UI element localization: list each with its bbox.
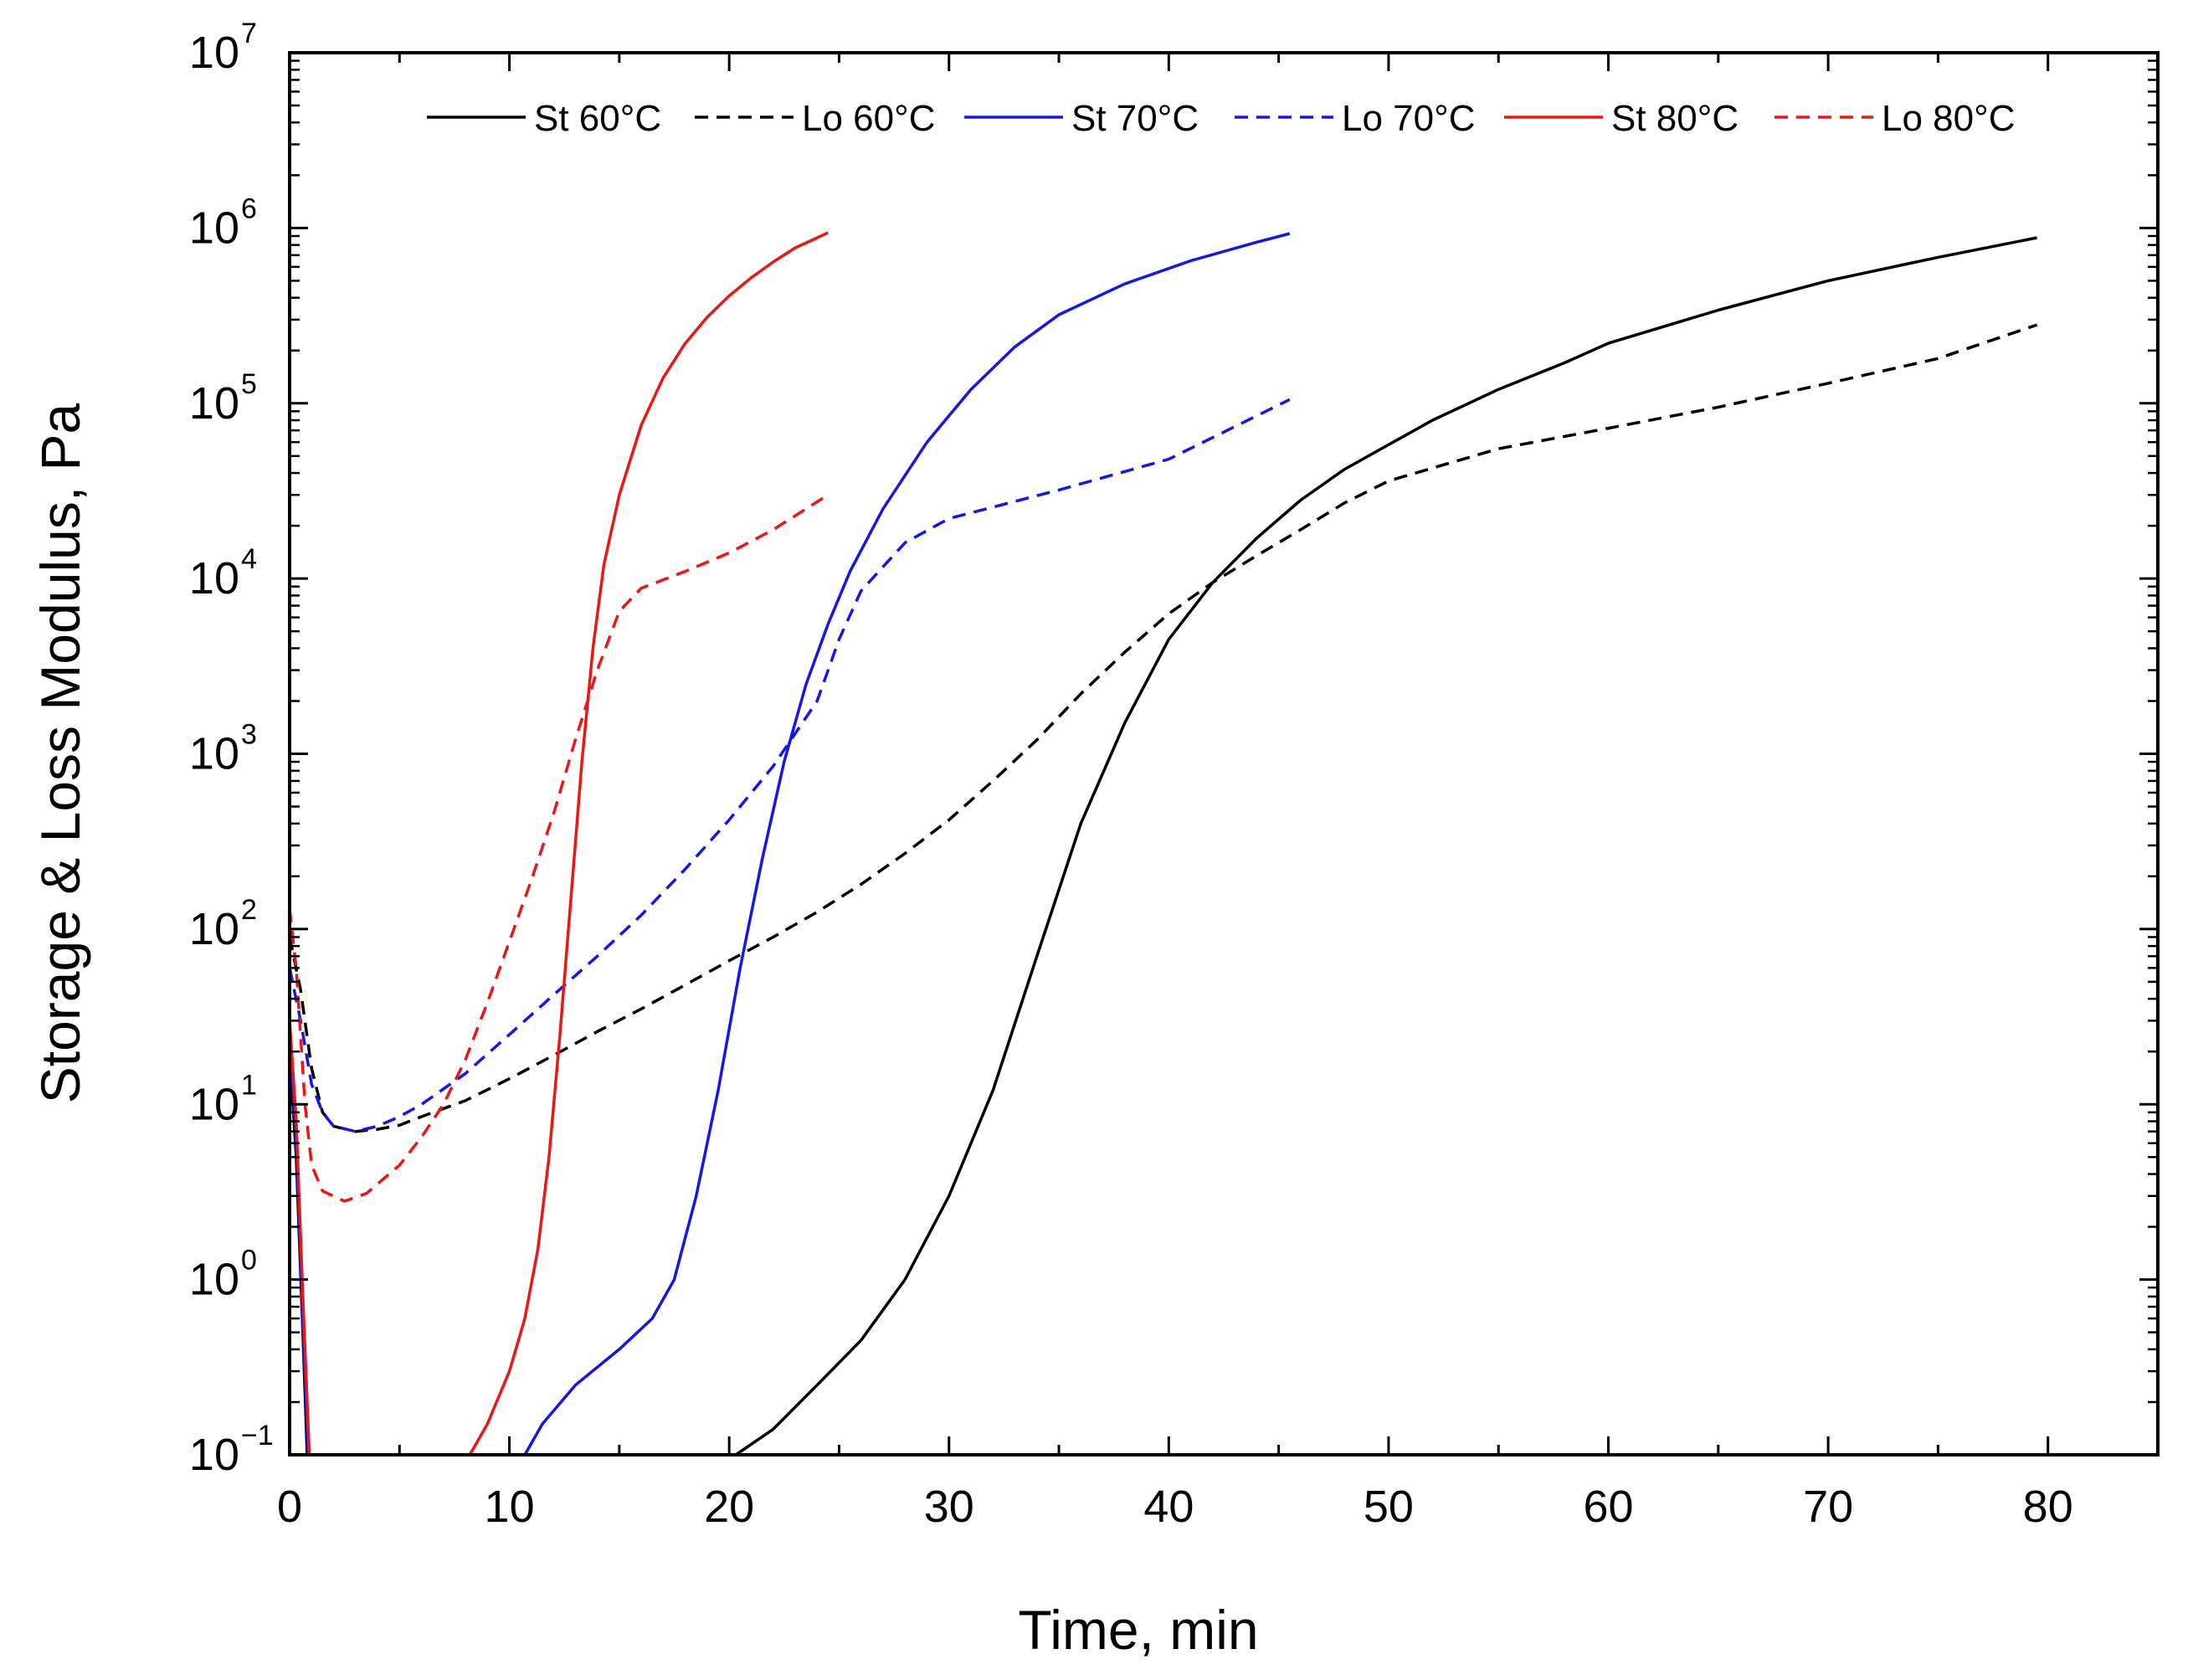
- x-tick-label: 0: [277, 1482, 302, 1532]
- y-tick-label: 10: [189, 203, 239, 253]
- y-tick-exponent: 5: [241, 368, 257, 400]
- x-tick-label: 60: [1583, 1482, 1633, 1532]
- x-tick-label: 80: [2023, 1482, 2073, 1532]
- y-tick-label: 10: [189, 28, 239, 78]
- x-tick-label: 20: [704, 1482, 754, 1532]
- x-tick-label: 50: [1364, 1482, 1414, 1532]
- legend-label: Lo 80°C: [1882, 98, 2015, 139]
- x-tick-label: 70: [1803, 1482, 1853, 1532]
- legend-label: Lo 60°C: [802, 98, 935, 139]
- y-tick-exponent: 7: [241, 18, 257, 49]
- y-axis-title: Storage & Loss Modulus, Pa: [29, 403, 91, 1103]
- legend-label: St 80°C: [1611, 98, 1738, 139]
- y-tick-exponent: 0: [241, 1245, 257, 1277]
- y-tick-exponent: 3: [241, 719, 257, 751]
- y-tick-label: 10: [189, 1079, 239, 1129]
- series-layer: [290, 231, 2038, 1455]
- series-line: [290, 398, 1291, 1133]
- legend-label: St 60°C: [534, 98, 661, 139]
- x-axis-title: Time, min: [1018, 1599, 1258, 1661]
- y-tick-label: 10: [189, 553, 239, 604]
- series-line: [735, 236, 2037, 1455]
- x-axis: 0 10 20 30 40 50 60 70 80: [277, 53, 2073, 1532]
- plot-frame: [288, 51, 2160, 1457]
- y-tick-exponent: 4: [241, 543, 257, 575]
- series-line: [523, 232, 1291, 1455]
- series-line: [468, 231, 829, 1455]
- y-tick-label: 10: [189, 1430, 239, 1480]
- y-tick-label: 10: [189, 378, 239, 429]
- legend-label: Lo 70°C: [1342, 98, 1475, 139]
- x-tick-label: 40: [1143, 1482, 1194, 1532]
- y-tick-label: 10: [189, 904, 239, 954]
- series-line: [290, 493, 829, 1203]
- y-tick-label: 10: [189, 729, 239, 779]
- x-tick-label: 30: [924, 1482, 974, 1532]
- legend: St 60°C Lo 60°C St 70°C Lo 70°C St 80°C Lo 80…: [427, 98, 2015, 139]
- y-tick-exponent: −1: [241, 1420, 274, 1451]
- series-line: [290, 1020, 311, 1455]
- y-tick-exponent: 1: [241, 1069, 257, 1101]
- y-tick-exponent: 6: [241, 193, 257, 224]
- y-tick-exponent: 2: [241, 894, 257, 926]
- y-tick-label: 10: [189, 1255, 239, 1305]
- x-tick-label: 10: [485, 1482, 535, 1532]
- legend-label: St 70°C: [1071, 98, 1199, 139]
- series-line: [290, 323, 2038, 1133]
